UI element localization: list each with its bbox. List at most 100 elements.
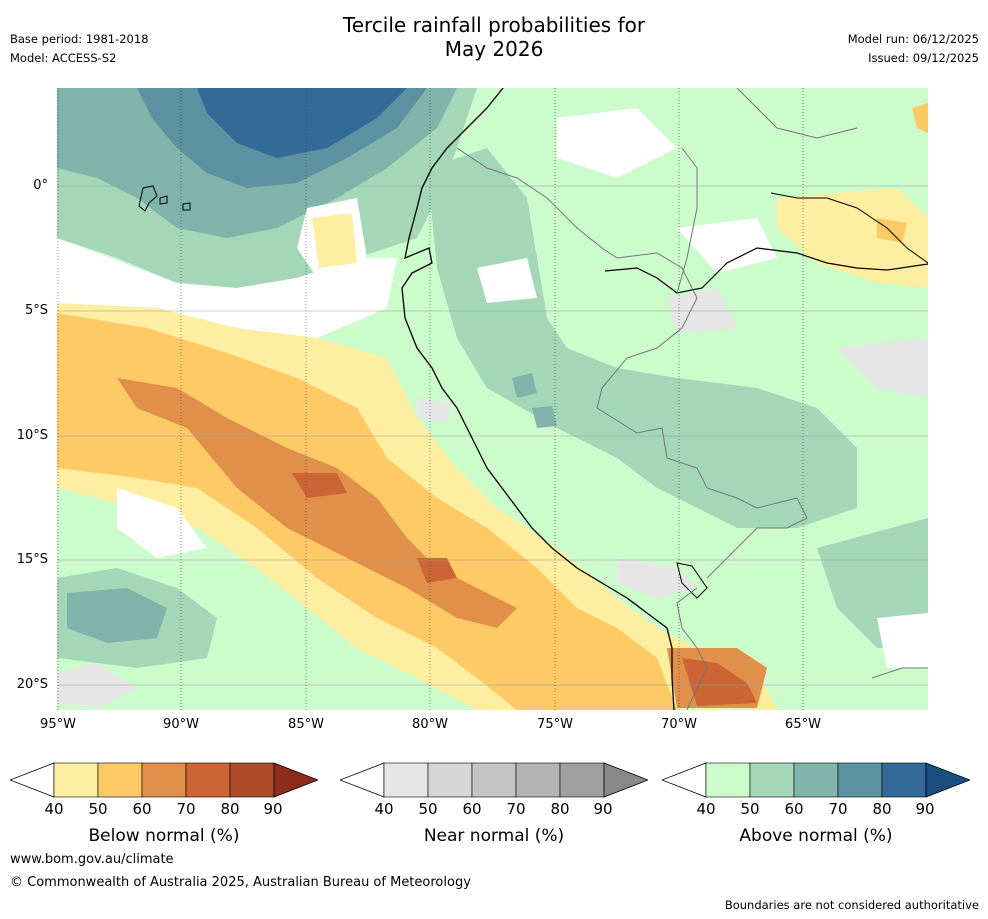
lon-label-85w: 85°W [288, 717, 324, 732]
tick: 70 [506, 800, 526, 818]
tick: 50 [88, 800, 108, 818]
lat-gridlines [57, 185, 928, 686]
meta-right: Model run: 06/12/2025 Issued: 09/12/2025 [848, 30, 979, 68]
colorbar-swatch [793, 762, 839, 798]
lon-label-90w: 90°W [163, 717, 199, 732]
tick: 60 [784, 800, 804, 818]
tick: 50 [418, 800, 438, 818]
above-60-southwest [67, 588, 167, 643]
below-70-patch-2 [417, 558, 457, 583]
lon-label-95w: 95°W [40, 717, 76, 732]
colorbar-extension-low [662, 762, 707, 798]
tick: 80 [550, 800, 570, 818]
title-line-1: Tercile rainfall probabilities for [342, 13, 646, 37]
above-60-patch [97, 118, 157, 168]
tick: 90 [263, 800, 283, 818]
lake-titicaca [676, 562, 708, 599]
ticks-above: 40 50 60 70 80 90 [662, 800, 970, 820]
colorbar-swatch [229, 762, 275, 798]
lat-label-20s: 20°S [16, 677, 48, 692]
lat-label-10s: 10°S [16, 428, 48, 443]
below-50-corner [912, 103, 928, 133]
colorbar-swatch [141, 762, 187, 798]
base-period: Base period: 1981-2018 [10, 32, 149, 46]
lat-label-15s: 15°S [16, 552, 48, 567]
page-title: Tercile rainfall probabilities for May 2… [0, 13, 988, 61]
colorbar-above-label: Above normal (%) [739, 826, 893, 846]
colorbar-swatch [97, 762, 143, 798]
lon-label-65w: 65°W [785, 717, 821, 732]
near-40-patch-4 [57, 663, 137, 708]
colorbar-swatch [471, 762, 517, 798]
colorbar-swatch [427, 762, 473, 798]
lon-label-75w: 75°W [537, 717, 573, 732]
above-80-region-north [197, 88, 407, 158]
amazon-river [604, 247, 928, 294]
colorbar-extension-high [273, 762, 318, 798]
neutral-patch-4 [477, 258, 537, 303]
probability-map [57, 88, 928, 710]
below-70-patch-1 [292, 473, 347, 498]
tick: 70 [176, 800, 196, 818]
colorbar-below-label: Below normal (%) [88, 826, 240, 846]
colorbar-near-label: Near normal (%) [423, 826, 565, 846]
ticks-below: 40 50 60 70 80 90 [10, 800, 318, 820]
colorbar-extension-high [925, 762, 970, 798]
colorbar-swatch [559, 762, 605, 798]
colorbar-swatch [53, 762, 99, 798]
colorbar-above [662, 762, 970, 798]
colorbar-swatch [383, 762, 429, 798]
colorbar-near [340, 762, 648, 798]
colorbar-extension-high [603, 762, 648, 798]
colorbar-swatch [881, 762, 927, 798]
tick: 90 [915, 800, 935, 818]
tick: 90 [593, 800, 613, 818]
colorbar-extension-low [10, 762, 55, 798]
below-40-patch-1 [312, 213, 357, 268]
tick: 40 [374, 800, 394, 818]
tick: 80 [872, 800, 892, 818]
neutral-patch-2 [557, 108, 677, 178]
below-40-amazon [777, 188, 928, 288]
near-40-patch-3 [667, 288, 737, 333]
lat-label-0: 0° [33, 178, 48, 193]
neutral-patch-3 [677, 218, 777, 273]
tick: 40 [696, 800, 716, 818]
neutral-band [57, 238, 397, 338]
issued-date: Issued: 09/12/2025 [868, 51, 979, 65]
disclaimer-text: Boundaries are not considered authoritat… [724, 898, 979, 912]
tick: 80 [220, 800, 240, 818]
tick: 40 [44, 800, 64, 818]
lon-label-80w: 80°W [412, 717, 448, 732]
website-link[interactable]: www.bom.gov.au/climate [10, 852, 174, 867]
colorbar-swatch [837, 762, 883, 798]
colorbar-swatch [185, 762, 231, 798]
below-50-amazon [877, 218, 907, 243]
above-60-patch-1 [512, 373, 537, 398]
tick: 60 [462, 800, 482, 818]
colorbar-swatch [749, 762, 795, 798]
model-name: Model: ACCESS-S2 [10, 51, 117, 65]
meta-left: Base period: 1981-2018 Model: ACCESS-S2 [10, 30, 149, 68]
above-60-patch-2 [532, 406, 557, 428]
tick: 70 [828, 800, 848, 818]
title-line-2: May 2026 [444, 37, 544, 61]
tick: 60 [132, 800, 152, 818]
near-40-patch-5 [417, 398, 452, 423]
lat-label-5s: 5°S [24, 303, 48, 318]
rio-negro [770, 192, 928, 264]
below-60-band [117, 378, 517, 628]
country-borders [456, 88, 928, 710]
galapagos-islands [138, 185, 191, 212]
colorbar-extension-low [340, 762, 385, 798]
coastline [401, 88, 675, 710]
neutral-patch-6 [877, 613, 928, 668]
colorbar-swatch [705, 762, 751, 798]
below-70-altiplano [682, 658, 757, 706]
copyright-text: © Commonwealth of Australia 2025, Austra… [10, 875, 471, 890]
model-run: Model run: 06/12/2025 [847, 32, 979, 46]
near-40-patch-2 [837, 338, 928, 398]
above-50-southeast [817, 518, 928, 648]
above-50-peru [427, 148, 857, 528]
lon-label-70w: 70°W [661, 717, 697, 732]
